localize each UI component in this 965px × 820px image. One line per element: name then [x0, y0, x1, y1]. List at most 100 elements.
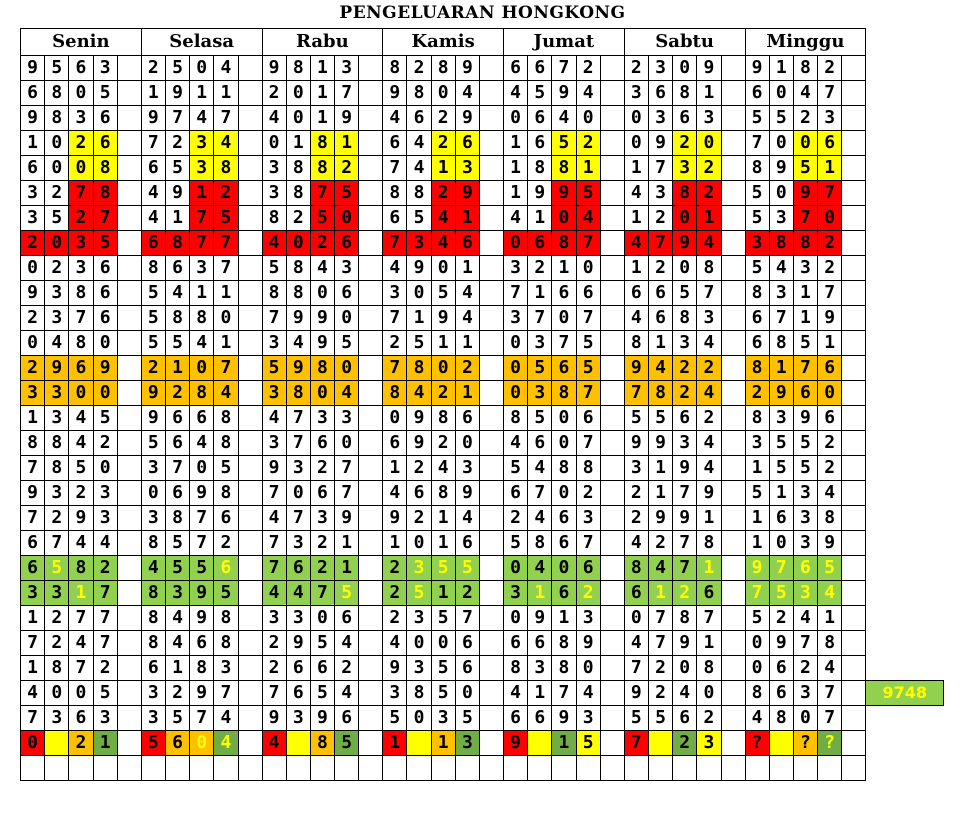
digit-cell: 6 [527, 55, 553, 81]
column-spacer [479, 530, 504, 556]
digit-cell: 0 [68, 155, 94, 181]
column-spacer [116, 330, 142, 356]
digit-cell: 4 [19, 680, 46, 706]
digit-cell: 9 [527, 605, 553, 631]
digit-cell: 8 [406, 180, 432, 206]
digit-cell: 3 [189, 155, 215, 181]
digit-cell: 7 [189, 705, 215, 731]
digit-cell: 4 [817, 580, 843, 606]
outside-spacer [866, 481, 944, 506]
digit-cell: 6 [454, 130, 481, 156]
column-spacer [358, 205, 384, 231]
digit-cell: 7 [817, 680, 843, 706]
digit-cell: 2 [140, 355, 166, 381]
column-spacer [237, 580, 263, 606]
digit-cell: 8 [551, 155, 577, 181]
digit-cell: 0 [672, 55, 698, 81]
column-spacer [237, 630, 263, 656]
digit-cell: 5 [744, 205, 770, 231]
column-spacer [599, 130, 625, 156]
digit-cell: 6 [334, 705, 360, 731]
day-header-rabu: Rabu [261, 28, 384, 56]
digit-cell: 4 [164, 605, 191, 631]
digit-cell: 5 [140, 430, 166, 456]
column-spacer [841, 130, 867, 156]
outside-spacer [866, 131, 944, 156]
digit-cell: 5 [261, 255, 287, 281]
digit-cell: 7 [768, 555, 794, 581]
digit-cell: 6 [672, 405, 698, 431]
digit-cell: 2 [44, 505, 70, 531]
digit-cell: 3 [406, 655, 432, 681]
digit-cell: 5 [430, 680, 456, 706]
digit-cell: 8 [285, 380, 311, 406]
result-row: 4 0 0 5 3 2 9 7 7 6 5 4 3 8 5 0 4 1 7 4 9 2 4 0 8 6 3 7 9748 [19, 680, 945, 706]
digit-cell: 9 [551, 705, 577, 731]
digit-cell: 6 [334, 280, 360, 306]
digit-cell [285, 755, 311, 781]
digit-cell: 3 [792, 530, 819, 556]
digit-cell: 7 [817, 280, 843, 306]
digit-cell: 0 [140, 480, 166, 506]
outside-spacer [866, 281, 944, 306]
column-spacer [358, 180, 384, 206]
digit-cell: 9 [44, 355, 70, 381]
digit-cell: 0 [672, 655, 698, 681]
digit-cell: 9 [309, 305, 336, 331]
digit-cell: 2 [382, 580, 408, 606]
digit-cell: 8 [696, 255, 722, 281]
digit-cell: 9 [261, 55, 287, 81]
digit-cell: 8 [551, 230, 577, 256]
digit-cell: 1 [406, 305, 432, 331]
digit-cell: 0 [261, 130, 287, 156]
column-spacer [720, 230, 746, 256]
digit-cell: 2 [309, 455, 336, 481]
digit-cell: 6 [744, 305, 770, 331]
digit-cell: 6 [502, 55, 529, 81]
column-spacer [479, 405, 504, 431]
digit-cell: 0 [19, 255, 46, 281]
digit-cell: 0 [68, 80, 94, 106]
digit-cell [261, 755, 287, 781]
digit-cell: 8 [44, 105, 70, 131]
digit-cell: 3 [309, 405, 336, 431]
digit-cell: 2 [92, 655, 118, 681]
digit-cell: 8 [285, 280, 311, 306]
digit-cell: 3 [92, 505, 118, 531]
digit-cell: 2 [792, 105, 819, 131]
column-spacer [116, 255, 142, 281]
digit-cell: 7 [19, 455, 46, 481]
digit-cell: 2 [502, 505, 529, 531]
digit-cell: 4 [382, 630, 408, 656]
digit-cell: 4 [140, 555, 166, 581]
digit-cell: 2 [68, 480, 94, 506]
digit-cell: 8 [213, 430, 239, 456]
digit-cell: 1 [551, 730, 577, 756]
digit-cell: 4 [623, 630, 649, 656]
digit-cell: 5 [261, 355, 287, 381]
digit-cell: 0 [551, 305, 577, 331]
digit-cell: 7 [817, 705, 843, 731]
digit-cell: 1 [817, 330, 843, 356]
digit-cell: 3 [406, 605, 432, 631]
digit-cell: 6 [454, 230, 481, 256]
digit-cell: 5 [430, 655, 456, 681]
digit-cell: 4 [672, 680, 698, 706]
digit-cell: 9 [285, 305, 311, 331]
digit-cell: 9 [406, 255, 432, 281]
digit-cell: 3 [92, 480, 118, 506]
digit-cell: 6 [551, 355, 577, 381]
digit-cell: 1 [382, 455, 408, 481]
digit-cell: 5 [744, 180, 770, 206]
digit-cell: 6 [744, 80, 770, 106]
digit-cell: 8 [382, 380, 408, 406]
digit-cell: 2 [44, 630, 70, 656]
digit-cell: 6 [647, 280, 674, 306]
digit-cell: 3 [285, 455, 311, 481]
digit-cell: 1 [164, 205, 191, 231]
digit-cell: 7 [68, 655, 94, 681]
digit-cell: 9 [406, 430, 432, 456]
